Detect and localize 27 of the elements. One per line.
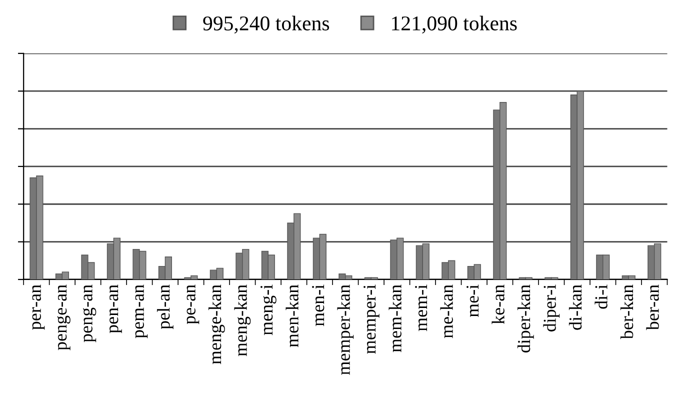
- x-tick-label: diper-kan: [517, 284, 534, 353]
- x-tick-label: di-kan: [568, 284, 582, 330]
- x-tick-label: me-i: [466, 284, 479, 318]
- x-tick-label: mem-kan: [388, 284, 402, 352]
- x-tick-label: memper-i: [364, 284, 380, 354]
- x-tick-label: pem-an: [135, 284, 148, 338]
- x-tick-label: men-kan: [286, 284, 298, 348]
- legend-label: 995,240 tokens: [203, 16, 330, 34]
- x-tick-label: ber-kan: [620, 284, 634, 340]
- x-tick-label: pen-an: [110, 284, 122, 334]
- x-tick-label: men-i: [312, 284, 324, 326]
- x-tick-label: pe-an: [186, 284, 200, 324]
- x-tick-label: pel-an: [157, 284, 174, 330]
- x-tick-label: meng-kan: [234, 284, 251, 356]
- x-tick-label: per-an: [32, 284, 45, 330]
- x-tick-label: ber-an: [646, 284, 659, 330]
- x-tick-label: ke-an: [492, 284, 504, 324]
- x-tick-label: memper-kan: [337, 284, 354, 375]
- x-tick-label: menge-kan: [208, 284, 225, 364]
- x-tick-label: di-i: [594, 284, 608, 309]
- x-tick-label: meng-i: [260, 284, 276, 336]
- x-tick-label: peng-an: [82, 284, 96, 342]
- x-tick-label: me-kan: [440, 284, 453, 338]
- x-tick-label: penge-an: [57, 284, 70, 350]
- legend-label: 121,090 tokens: [392, 16, 517, 34]
- x-tick-label: diper-i: [543, 284, 560, 332]
- x-tick-label: mem-i: [415, 284, 428, 332]
